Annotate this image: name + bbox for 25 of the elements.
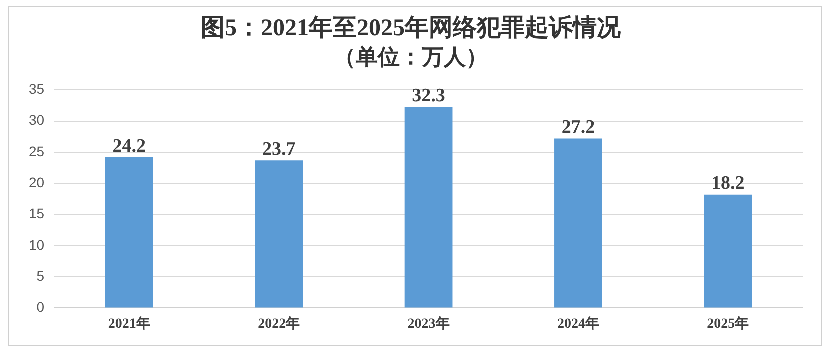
y-tick-label: 0 [36, 299, 45, 316]
bar [404, 107, 453, 308]
bar [554, 138, 602, 308]
y-tick-label: 25 [28, 143, 45, 160]
data-label: 18.2 [712, 173, 745, 194]
bar [255, 160, 304, 308]
chart-title: 图5：2021年至2025年网络犯罪起诉情况 [201, 14, 622, 42]
x-tick-label: 2025年 [707, 316, 750, 332]
y-tick-label: 30 [28, 112, 45, 128]
chart-subtitle: （单位：万人） [334, 44, 488, 70]
bar [704, 194, 752, 308]
data-label: 32.3 [412, 85, 446, 106]
y-tick-label: 10 [28, 236, 45, 253]
x-tick-label: 2021年 [108, 316, 150, 332]
y-tick-label: 15 [28, 206, 45, 222]
data-label: 27.2 [562, 117, 596, 138]
bar [105, 157, 154, 308]
x-tick-label: 2022年 [258, 316, 300, 332]
data-label: 24.2 [112, 136, 146, 157]
x-tick-label: 2023年 [408, 316, 450, 332]
y-tick-label: 35 [28, 81, 45, 98]
x-tick-label: 2024年 [557, 316, 600, 332]
y-tick-label: 5 [36, 268, 45, 284]
data-label: 23.7 [262, 138, 296, 160]
y-tick-label: 20 [28, 174, 45, 190]
